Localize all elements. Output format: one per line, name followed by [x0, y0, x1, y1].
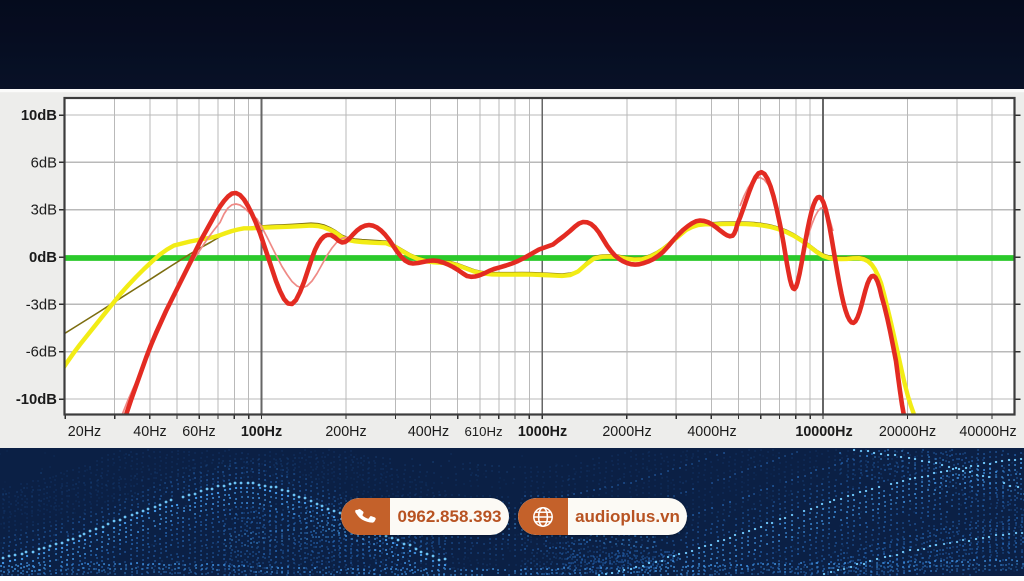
svg-text:20000Hz: 20000Hz — [879, 424, 936, 440]
svg-text:6dB: 6dB — [31, 155, 57, 171]
svg-text:3dB: 3dB — [31, 203, 57, 219]
svg-text:1000Hz: 1000Hz — [518, 424, 567, 440]
svg-text:10dB: 10dB — [21, 108, 57, 124]
svg-text:2000Hz: 2000Hz — [602, 424, 651, 440]
svg-text:40Hz: 40Hz — [133, 424, 166, 440]
svg-text:-6dB: -6dB — [26, 345, 57, 361]
svg-text:20Hz: 20Hz — [68, 424, 101, 440]
svg-text:200Hz: 200Hz — [325, 424, 366, 440]
svg-text:60Hz: 60Hz — [182, 424, 215, 440]
svg-text:0dB: 0dB — [29, 250, 57, 266]
svg-text:100Hz: 100Hz — [241, 424, 282, 440]
svg-text:10000Hz: 10000Hz — [795, 424, 852, 440]
svg-text:4000Hz: 4000Hz — [687, 424, 736, 440]
svg-text:-3dB: -3dB — [26, 297, 57, 313]
svg-text:-10dB: -10dB — [16, 392, 57, 408]
svg-text:400Hz: 400Hz — [408, 424, 449, 440]
svg-text:40000Hz: 40000Hz — [959, 424, 1016, 440]
svg-text:610Hz: 610Hz — [464, 424, 502, 439]
